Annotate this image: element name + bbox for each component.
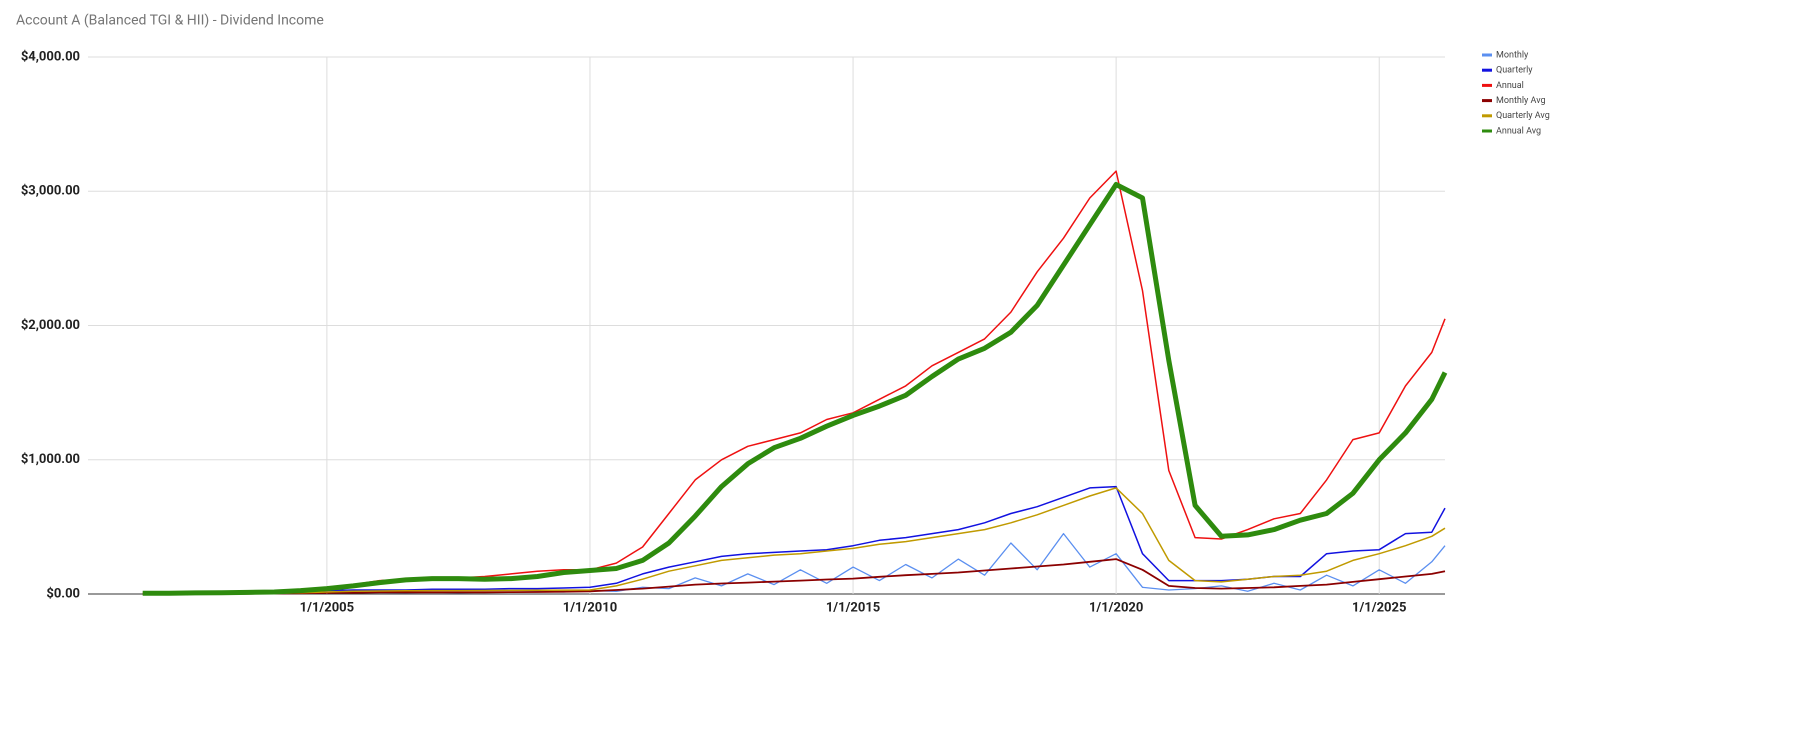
y-tick-label: $2,000.00 bbox=[21, 318, 80, 333]
legend-label: Quarterly bbox=[1496, 66, 1533, 76]
y-tick-label: $0.00 bbox=[46, 586, 80, 601]
chart-title: Account A (Balanced TGI & HII) - Dividen… bbox=[16, 13, 324, 29]
legend-label: Quarterly Avg bbox=[1496, 111, 1550, 121]
series-line bbox=[142, 487, 1446, 595]
y-tick-label: $1,000.00 bbox=[21, 452, 80, 467]
legend-label: Monthly bbox=[1496, 50, 1529, 60]
y-tick-label: $3,000.00 bbox=[21, 184, 80, 199]
x-tick-label: 1/1/2015 bbox=[826, 600, 880, 615]
x-tick-label: 1/1/2020 bbox=[1089, 600, 1143, 615]
legend-label: Annual Avg bbox=[1496, 126, 1541, 136]
legend-label: Annual bbox=[1496, 81, 1524, 91]
y-tick-label: $4,000.00 bbox=[21, 49, 80, 64]
series-line bbox=[142, 532, 1446, 595]
legend-label: Monthly Avg bbox=[1496, 96, 1546, 106]
series-line bbox=[142, 485, 1446, 595]
x-tick-label: 1/1/2025 bbox=[1352, 600, 1406, 615]
series-line bbox=[142, 558, 1446, 595]
series-line bbox=[142, 182, 1448, 596]
series-line bbox=[142, 170, 1446, 595]
x-tick-label: 1/1/2010 bbox=[563, 600, 617, 615]
x-tick-label: 1/1/2005 bbox=[300, 600, 354, 615]
